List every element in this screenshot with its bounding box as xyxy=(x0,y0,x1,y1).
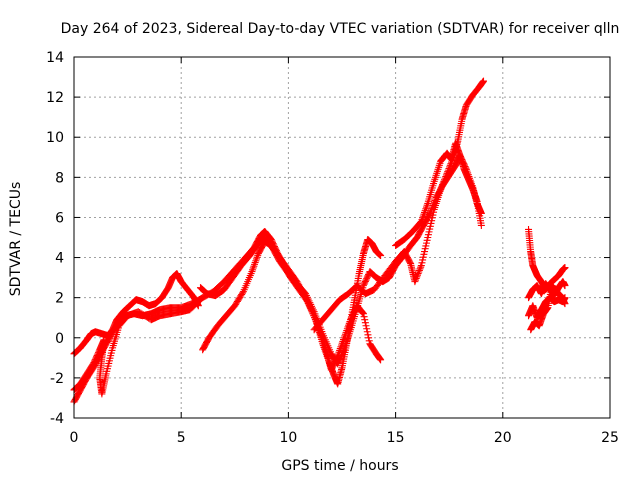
series-trace-f xyxy=(310,77,488,334)
data-point xyxy=(363,328,371,336)
data-point xyxy=(480,77,488,85)
data-point xyxy=(298,287,306,295)
data-point xyxy=(439,181,447,189)
data-point xyxy=(440,177,448,185)
data-point xyxy=(477,221,485,229)
data-point xyxy=(413,273,421,281)
data-point xyxy=(296,282,304,290)
y-tick-label: -4 xyxy=(50,411,64,427)
data-point xyxy=(445,165,453,173)
y-tick-label: 6 xyxy=(55,210,64,226)
data-point xyxy=(333,353,341,361)
data-point xyxy=(437,184,445,192)
data-point xyxy=(561,264,569,272)
data-point xyxy=(295,281,303,289)
series-trace-e xyxy=(199,238,385,374)
data-point xyxy=(442,173,450,181)
data-point xyxy=(438,182,446,190)
data-point xyxy=(439,179,447,187)
data-point xyxy=(364,331,372,339)
data-point xyxy=(437,185,445,193)
data-point xyxy=(417,263,425,271)
data-point xyxy=(300,290,308,298)
data-point xyxy=(406,258,414,266)
data-point xyxy=(361,316,369,324)
data-point xyxy=(415,268,423,276)
data-point xyxy=(301,292,309,300)
x-tick-label: 15 xyxy=(387,430,405,446)
data-point xyxy=(360,313,368,321)
y-tick-label: 4 xyxy=(55,251,64,267)
data-point xyxy=(444,168,452,176)
x-tick-label: 25 xyxy=(601,430,619,446)
y-axis-label: SDTVAR / TECUs xyxy=(8,182,24,297)
x-axis-label: GPS time / hours xyxy=(281,458,398,474)
y-tick-label: 0 xyxy=(55,331,64,347)
y-tick-label: 12 xyxy=(46,90,64,106)
data-point xyxy=(239,289,247,297)
data-point xyxy=(377,356,385,364)
plot-frame xyxy=(73,56,611,419)
data-point xyxy=(365,334,373,342)
data-point xyxy=(297,286,305,294)
y-tick-label: 10 xyxy=(46,130,64,146)
data-point xyxy=(412,274,420,282)
series-trace-g xyxy=(392,139,485,250)
data-point xyxy=(415,266,423,274)
data-points xyxy=(70,77,569,406)
series-trace-c xyxy=(70,296,204,398)
y-tick-label: 2 xyxy=(55,291,64,307)
data-point xyxy=(416,265,424,273)
y-tick-label: 14 xyxy=(46,50,64,66)
y-tick-label: 8 xyxy=(55,170,64,186)
data-point xyxy=(195,297,203,305)
data-point xyxy=(426,209,434,217)
data-point xyxy=(446,161,454,169)
data-point xyxy=(377,252,385,260)
x-tick-label: 5 xyxy=(177,430,186,446)
series-trace-k xyxy=(527,282,569,334)
data-point xyxy=(359,310,367,318)
data-point xyxy=(412,276,420,284)
x-tick-label: 20 xyxy=(494,430,512,446)
x-tick-label: 0 xyxy=(70,430,79,446)
data-point xyxy=(296,284,304,292)
data-point xyxy=(294,279,302,287)
x-tick-label: 10 xyxy=(279,430,297,446)
data-point xyxy=(362,322,370,330)
y-tick-label: -2 xyxy=(50,371,64,387)
data-point xyxy=(359,309,367,317)
data-point xyxy=(561,282,569,290)
data-point xyxy=(196,296,204,304)
data-point xyxy=(444,166,452,174)
data-point xyxy=(446,163,454,171)
data-point xyxy=(413,271,421,279)
data-point xyxy=(440,176,448,184)
grid xyxy=(74,57,610,418)
data-point xyxy=(358,308,366,316)
data-point xyxy=(361,319,369,327)
data-point xyxy=(561,300,569,308)
data-point xyxy=(414,270,422,278)
data-point xyxy=(442,171,450,179)
data-point xyxy=(299,289,307,297)
data-point xyxy=(293,278,301,286)
data-point xyxy=(411,278,419,286)
chart-title: Day 264 of 2023, Sidereal Day-to-day VTE… xyxy=(61,21,620,37)
data-point xyxy=(363,325,371,333)
tick-labels: 0 5 10 15 20 25 -4 -2 0 2 4 6 8 10 12 14 xyxy=(46,50,619,446)
data-point xyxy=(441,174,449,182)
data-point xyxy=(443,169,451,177)
data-point xyxy=(365,337,373,345)
